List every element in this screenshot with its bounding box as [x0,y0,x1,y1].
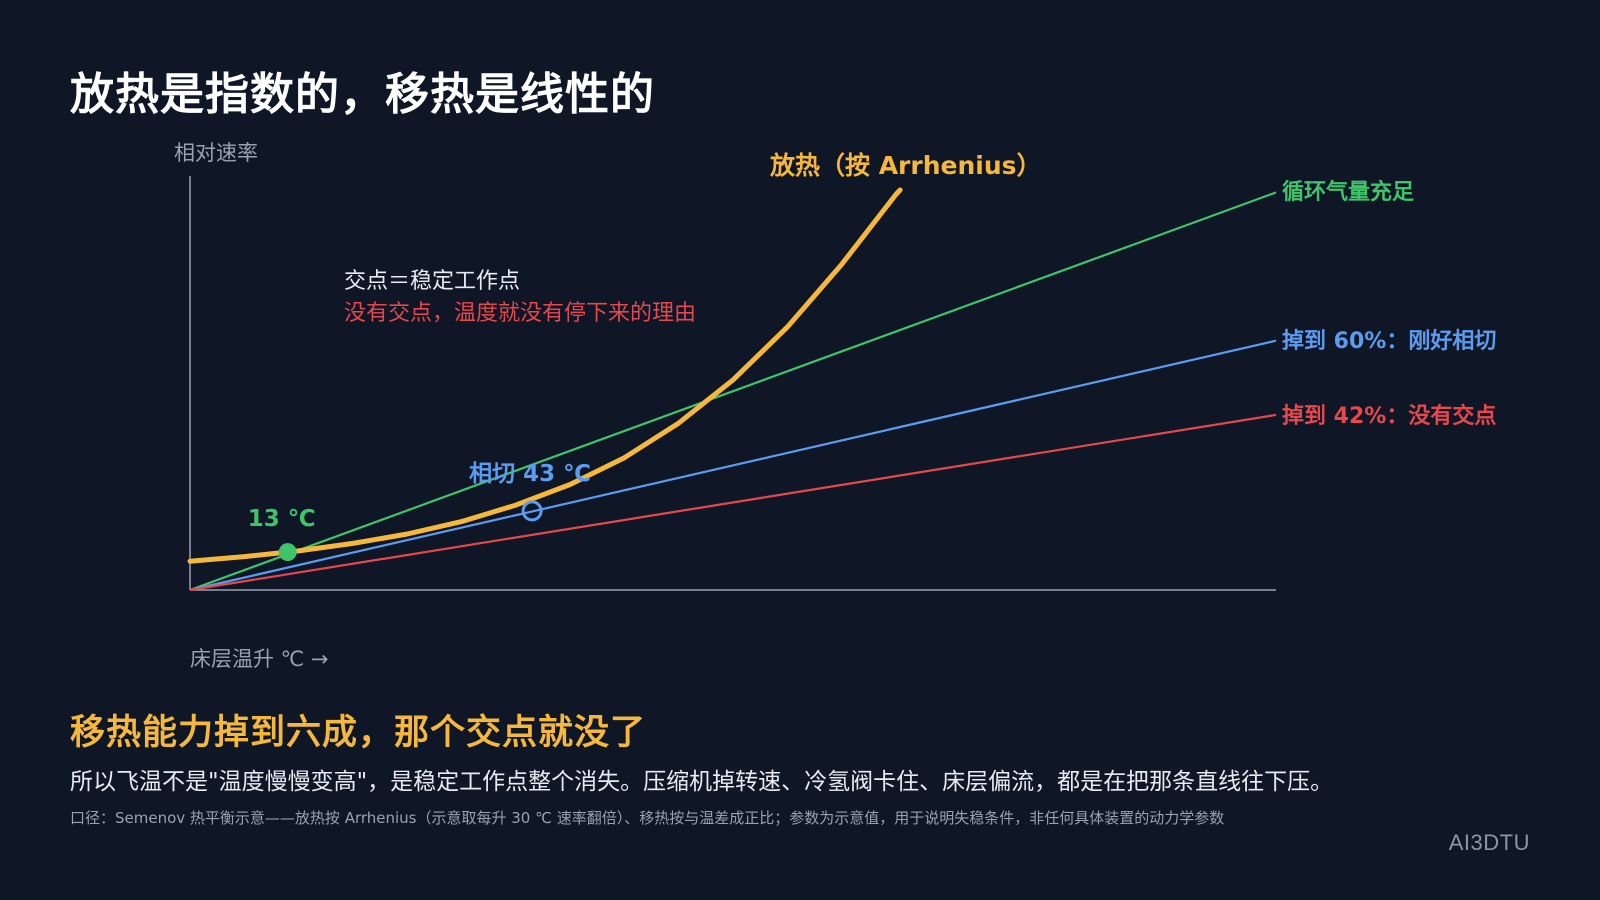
point-label-removal_60: 相切 43 ℃ [469,461,591,487]
series-line-removal_60 [189,339,1277,592]
section-heading: 移热能力掉到六成，那个交点就没了 [70,713,647,753]
point-marker-removal_60 [521,500,543,522]
series-label-removal_60: 掉到 60%：刚好相切 [1282,328,1496,354]
x-axis-label: 床层温升 ℃ → [190,647,329,671]
point-marker-full_removal [278,543,297,562]
watermark: AI3DTU [1448,830,1530,855]
footnote: 口径：Semenov 热平衡示意——放热按 Arrhenius（示意取每升 30… [70,809,1225,827]
series-curve-heat-generation [187,187,903,564]
series-label-removal_42: 掉到 42%：没有交点 [1282,403,1496,429]
series-label-full_removal: 循环气量充足 [1282,179,1414,205]
annotation-no-intersection: 没有交点，温度就没有停下来的理由 [344,301,696,326]
y-axis-label: 相对速率 [174,141,258,165]
page-title: 放热是指数的，移热是线性的 [70,69,655,120]
series-line-removal_42 [189,413,1277,592]
point-label-full_removal: 13 ℃ [248,506,316,532]
series-line-full_removal [189,191,1277,592]
body-text: 所以飞温不是"温度慢慢变高"，是稳定工作点整个消失。压缩机掉转速、冷氢阀卡住、床… [70,769,1334,795]
annotation-stable-point: 交点＝稳定工作点 [344,269,520,294]
series-label-heat_generation: 放热（按 Arrhenius） [769,151,1042,180]
